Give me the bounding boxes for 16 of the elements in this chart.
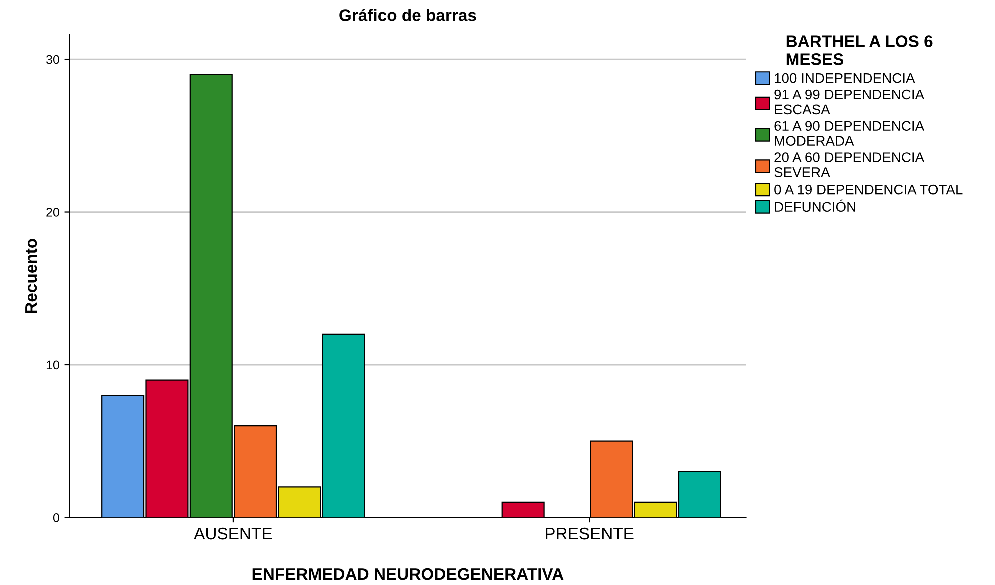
legend-title: BARTHEL A LOS 6 MESES: [786, 36, 933, 66]
legend-label: 100 INDEPENDENCIA: [775, 73, 916, 84]
x-axis-title: ENFERMEDAD NEURODEGENERATIVA: [252, 568, 564, 580]
y-axis-title: Recuento: [26, 239, 38, 314]
x-tick-label: AUSENTE: [194, 528, 272, 540]
legend-label: 91 A 99 DEPENDENCIA ESCASA: [774, 90, 925, 115]
legend-label: 0 A 19 DEPENDENCIA TOTAL: [774, 184, 963, 195]
y-tick-label: 0: [53, 514, 60, 522]
chart-title: Gráfico de barras: [340, 8, 476, 22]
y-tick-label: 30: [46, 55, 60, 64]
legend-label: 61 A 90 DEPENDENCIA MODERADA: [774, 121, 925, 146]
legend-label: DEFUNCIÓN: [775, 200, 856, 212]
y-tick-label: 20: [46, 208, 60, 217]
legend-label: 20 A 60 DEPENDENCIA SEVERA: [774, 152, 925, 178]
y-tick-label: 10: [46, 360, 60, 370]
x-tick-label: PRESENTE: [546, 528, 634, 540]
